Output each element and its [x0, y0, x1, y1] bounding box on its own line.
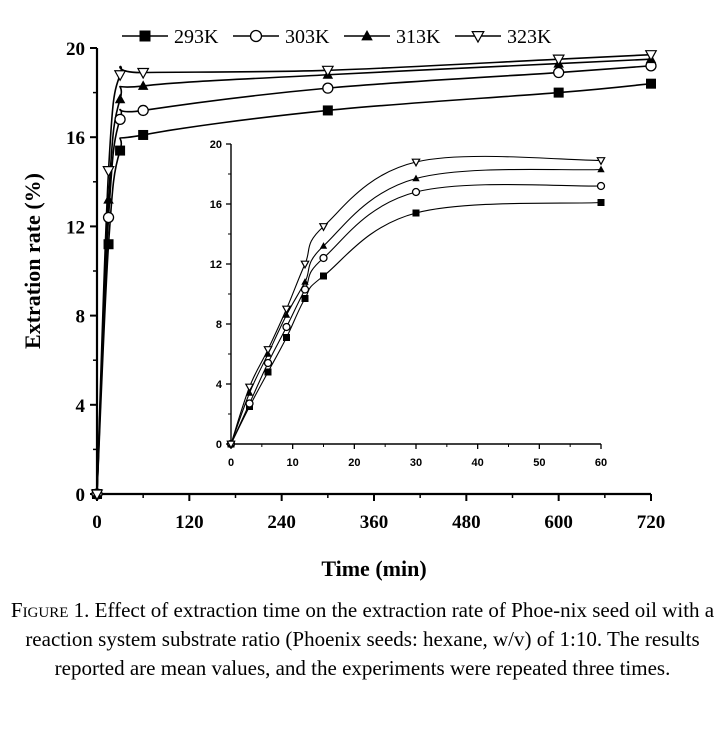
x-tick-label: 120 [175, 512, 204, 533]
legend-label-313K: 313K [396, 26, 441, 48]
x-tick-label: 480 [452, 512, 481, 533]
series-line-313K [96, 58, 652, 495]
figure-label: Figure 1. [10, 598, 90, 622]
inset-x-tick-label: 50 [533, 457, 545, 469]
series-line-323K [96, 53, 652, 495]
inset-data-point-3 [597, 165, 605, 173]
inset-y-tick-label: 16 [210, 199, 222, 211]
inset-data-point-4 [411, 158, 421, 168]
inset-data-point-1 [412, 209, 420, 217]
inset-x-tick-label: 10 [287, 457, 299, 469]
inset-y-tick-label: 0 [216, 439, 222, 451]
series-line-293K [96, 82, 652, 495]
inset-x-tick-label: 0 [228, 457, 234, 469]
inset-y-tick-label: 8 [216, 319, 222, 331]
data-point-293K [646, 78, 656, 89]
data-point-303K [102, 211, 115, 224]
data-point-323K [552, 54, 565, 66]
inset-data-point-2 [263, 358, 273, 368]
inset-data-point-3 [412, 174, 420, 182]
inset-data-point-3 [282, 311, 291, 318]
inset-data-point-2 [411, 187, 421, 197]
x-axis-label: Time (min) [321, 556, 426, 581]
inset-data-point-1 [320, 272, 327, 280]
inset-data-point-4 [596, 157, 606, 166]
data-point-293K [138, 129, 149, 140]
legend: 293K 303K 313K 323K [122, 26, 552, 48]
inset-data-point-2 [319, 253, 328, 263]
data-point-303K [114, 113, 126, 126]
x-tick-label: 600 [544, 512, 573, 533]
y-tick-label: 12 [66, 217, 85, 238]
inset-data-point-2 [300, 285, 310, 294]
x-tick-label: 360 [360, 512, 389, 533]
inset-plot: 0 4 8 12 16 20 0 10 20 30 40 50 60 [210, 139, 607, 469]
inset-x-tick-label: 20 [348, 457, 360, 469]
inset-data-point-1 [264, 368, 272, 376]
inset-x-tick-label: 30 [410, 457, 422, 469]
data-point-303K [553, 66, 565, 79]
data-point-323K [321, 65, 335, 78]
inset-data-point-4 [318, 223, 329, 232]
legend-marker-323K [471, 31, 485, 44]
y-tick-label: 8 [76, 307, 86, 328]
inset-series-line-4 [230, 155, 602, 445]
x-tick-label: 0 [92, 512, 102, 533]
inset-y-tick-label: 12 [210, 259, 222, 271]
data-point-293K [103, 239, 114, 250]
inset-data-point-2 [282, 322, 291, 332]
inset-data-point-4 [300, 260, 310, 270]
inset-x-tick-label: 40 [472, 457, 484, 469]
inset-data-point-4 [226, 440, 236, 450]
legend-marker-313K [361, 29, 373, 41]
legend-label-323K: 323K [507, 26, 552, 48]
y-axis-label: Extration rate (%) [20, 173, 45, 349]
y-tick-label: 20 [66, 39, 85, 60]
inset-data-point-1 [597, 199, 605, 206]
inset-y-tick-label: 20 [210, 139, 222, 151]
legend-label-293K: 293K [174, 26, 219, 48]
data-point-323K [90, 489, 104, 501]
inset-data-point-2 [596, 181, 606, 191]
y-tick-label: 16 [66, 128, 85, 149]
data-point-293K [553, 87, 564, 98]
inset-data-point-2 [245, 399, 254, 408]
data-point-313K [103, 194, 114, 204]
y-tick-label: 0 [76, 485, 86, 506]
inset-data-point-4 [244, 383, 255, 393]
inset-data-point-3 [301, 278, 309, 285]
figure-caption: Figure 1. Effect of extraction time on t… [0, 596, 725, 683]
caption-text: Effect of extraction time on the extract… [25, 598, 715, 680]
legend-marker-293K [139, 30, 151, 42]
legend-marker-303K [249, 29, 263, 43]
data-point-313K [137, 80, 149, 90]
series-line-303K [96, 65, 652, 495]
inset-x-tick-label: 60 [595, 457, 607, 469]
data-point-293K [115, 145, 126, 156]
inset-data-point-1 [301, 295, 309, 302]
x-tick-label: 240 [267, 512, 296, 533]
data-point-323K [644, 50, 658, 62]
data-point-323K [136, 67, 150, 80]
data-point-293K [322, 105, 333, 116]
data-point-323K [102, 166, 115, 178]
inset-data-point-3 [319, 242, 328, 249]
data-point-303K [137, 104, 149, 117]
inset-y-tick-label: 4 [216, 379, 223, 391]
y-tick-label: 4 [76, 396, 86, 417]
data-point-313K [114, 93, 126, 104]
data-point-323K [113, 70, 127, 82]
inset-data-point-4 [263, 346, 273, 355]
inset-data-point-4 [281, 305, 292, 315]
data-point-303K [322, 82, 334, 94]
inset-data-point-1 [283, 334, 290, 341]
x-tick-label: 720 [637, 512, 666, 533]
inset-data-point-3 [245, 389, 254, 396]
legend-label-303K: 303K [285, 26, 330, 48]
